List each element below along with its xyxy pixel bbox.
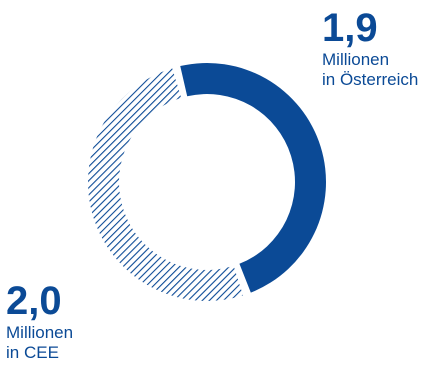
- callout-cee: 2,0 Millionen in CEE: [6, 279, 73, 363]
- austria-region-label: in Österreich: [322, 70, 419, 89]
- cee-region-label: in CEE: [6, 343, 59, 362]
- austria-unit-label: Millionen: [322, 50, 390, 69]
- slice-austria: [180, 63, 326, 293]
- austria-value-label: 1,9: [322, 6, 378, 50]
- slice-cee: [87, 68, 244, 301]
- cee-unit-label: Millionen: [6, 323, 74, 342]
- cee-value-label: 2,0: [6, 279, 62, 323]
- callout-austria: 1,9 Millionen in Österreich: [322, 6, 418, 90]
